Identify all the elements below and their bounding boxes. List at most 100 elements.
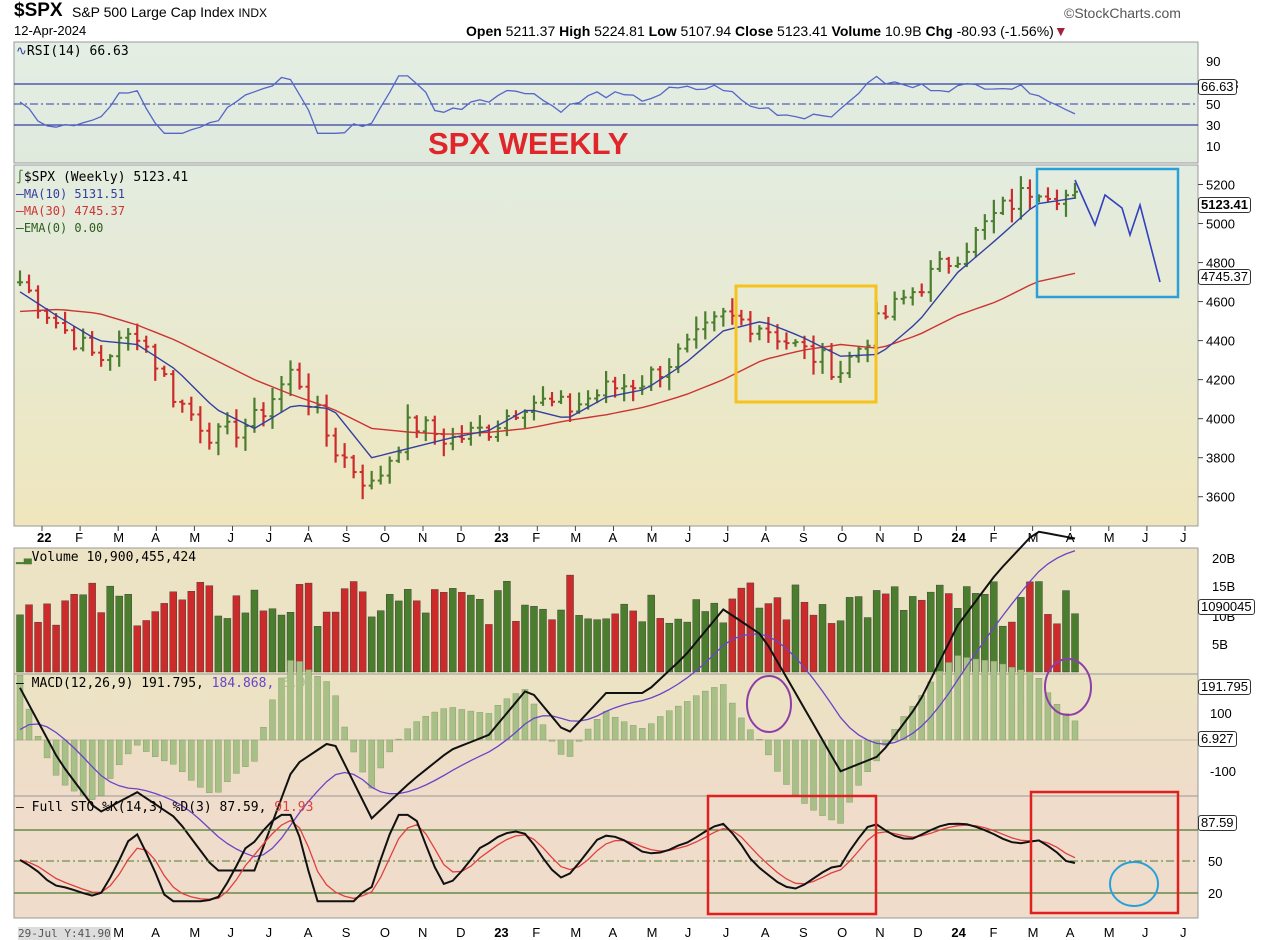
price-bar (792, 339, 799, 347)
open-value: 5211.37 (505, 23, 556, 39)
x-tick-label-bottom: J (1180, 925, 1187, 939)
price-bar (332, 427, 339, 463)
volume-bar (422, 612, 430, 673)
price-bar (774, 324, 781, 350)
macd-hist-bar (269, 699, 276, 741)
macd-hist-bar (837, 739, 844, 824)
sto-tick-label: 50 (1208, 854, 1222, 869)
rsi-reference-lines (14, 83, 1198, 126)
macd-hist-bar (79, 739, 87, 797)
volume-bar (232, 595, 241, 673)
x-tick-label: S (799, 530, 808, 545)
volume-bar (476, 599, 484, 673)
open-label: Open (466, 23, 502, 39)
volume-bar (169, 591, 177, 673)
volume-bar (295, 584, 304, 673)
macd-hist-bar (260, 726, 267, 741)
x-tick-label: J (685, 530, 692, 545)
x-tick-label-bottom: J (266, 925, 273, 939)
volume-bar (386, 594, 394, 673)
macd-hist-bar (1026, 671, 1034, 741)
volume-bar (665, 622, 673, 673)
price-bar (738, 309, 745, 326)
rsi-tick-label: 10 (1206, 139, 1220, 154)
volume-bar (485, 624, 493, 673)
macd-hist-bar (70, 739, 78, 792)
red-box-1 (706, 794, 878, 916)
volume-tick-label: 5B (1212, 637, 1228, 652)
volume-bar (683, 621, 691, 673)
macd-hist-bar (702, 690, 709, 741)
x-tick-label-bottom: D (913, 925, 922, 939)
x-tick-label: J (723, 530, 730, 545)
sto-panel (13, 795, 1199, 919)
macd-hist-bar (485, 713, 493, 741)
x-tick-label-bottom: M (1104, 925, 1115, 939)
price-bar (89, 331, 96, 356)
macd-hist-bar (1035, 678, 1043, 741)
price-bar (269, 387, 276, 429)
macd-hist-bar (332, 695, 339, 741)
x-tick-label-bottom: M (1028, 925, 1039, 939)
rsi-line (19, 75, 1076, 134)
price-bar (206, 422, 213, 450)
macd-hist-bar (684, 701, 691, 741)
macd-hist-bar (197, 739, 204, 788)
price-bar (98, 345, 105, 367)
price-bar (855, 346, 862, 363)
volume-bar (404, 589, 412, 673)
volume-bar (395, 600, 403, 673)
price-bar (125, 328, 132, 351)
x-tick-label-bottom: 24 (951, 925, 966, 939)
volume-bar (1044, 614, 1052, 673)
macd-hist-bar (61, 739, 69, 786)
volume-bar (458, 592, 466, 673)
macd-hist-bar (161, 739, 168, 762)
macd-hist-bar (1062, 713, 1070, 741)
price-bar (837, 360, 844, 383)
macd-hist-bar (296, 661, 303, 741)
volume-bar (349, 581, 358, 673)
x-tick-label: 24 (951, 530, 966, 545)
rsi-panel (13, 41, 1199, 164)
macd-hist-bar (530, 703, 538, 741)
brand-label[interactable]: ©StockCharts.com (1064, 5, 1181, 21)
x-tick-label-bottom: J (723, 925, 730, 939)
macd-hist-bar (386, 739, 393, 753)
macd-hist-bar (972, 658, 980, 741)
volume-bar (196, 582, 205, 673)
x-tick-label-bottom: J (685, 925, 692, 939)
volume-bar (178, 599, 187, 673)
rsi-icon: ∿ (16, 44, 27, 59)
price-bar (26, 274, 33, 294)
high-value: 5224.81 (594, 23, 645, 39)
price-bar (197, 406, 204, 444)
macd-label: — MACD(12,26,9) 191.795, 184.868, 6.927 (16, 676, 322, 691)
x-tick-label: A (1066, 530, 1075, 545)
macd-hist-bar (539, 724, 547, 741)
chart-date: 12-Apr-2024 (14, 23, 87, 38)
volume-label: Volume (831, 23, 882, 39)
macd-tick-label: -100 (1210, 764, 1236, 779)
x-tick-label-bottom: S (342, 925, 351, 939)
rsi-label-text: RSI(14) 66.63 (26, 44, 129, 59)
price-bar (891, 291, 898, 321)
volume-bar (250, 589, 259, 673)
macd-hist-tag: 6.927 (1198, 731, 1237, 747)
x-tick-label: M (647, 530, 658, 545)
volume-bar (872, 590, 881, 673)
macd-hist-bar (359, 739, 366, 773)
x-tick-label-bottom: J (228, 925, 235, 939)
volume-bar (358, 591, 367, 673)
overlay-title: SPX WEEKLY (428, 126, 629, 161)
macd-hist-bar (143, 739, 150, 752)
volume-bar (413, 600, 421, 673)
volume-bar (133, 625, 141, 673)
volume-bar (881, 593, 890, 673)
price-bar (1072, 182, 1078, 199)
price-tick-label: 4400 (1206, 334, 1235, 349)
price-bar (287, 360, 294, 396)
volume-bar (674, 618, 682, 673)
price-bar (62, 311, 69, 334)
price-tick-label: 3800 (1206, 451, 1235, 466)
